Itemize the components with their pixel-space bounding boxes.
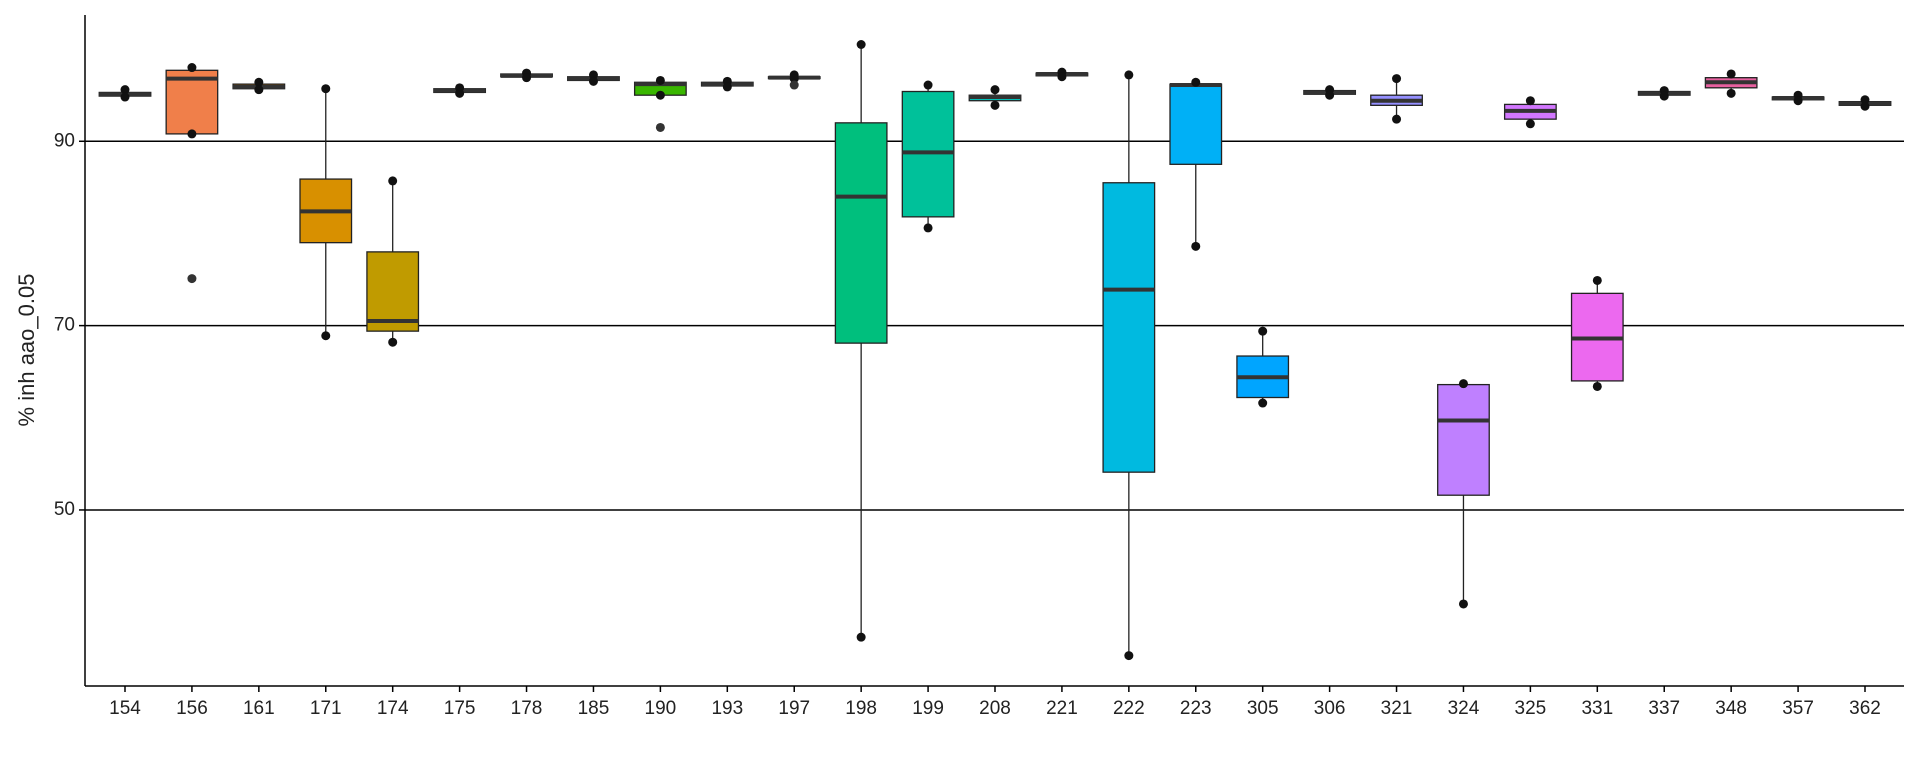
max-point	[588, 70, 598, 80]
x-tick-label: 325	[1515, 698, 1547, 719]
x-tick-label: 208	[979, 698, 1011, 719]
min-point	[990, 100, 1000, 110]
box	[834, 122, 888, 344]
max-point	[1191, 77, 1201, 87]
min-point	[1325, 90, 1335, 100]
min-point	[789, 74, 799, 84]
outlier	[187, 274, 197, 284]
x-tick-label: 222	[1113, 698, 1145, 719]
min-point	[588, 76, 598, 86]
y-tick-label: 90	[54, 130, 75, 151]
min-point	[455, 88, 465, 98]
x-tick-label: 337	[1648, 698, 1680, 719]
x-tick-label: 161	[243, 698, 275, 719]
min-point	[388, 337, 398, 347]
min-point	[187, 129, 197, 139]
y-axis-title: % inh aao_0.05	[14, 274, 39, 427]
outlier	[655, 122, 665, 132]
min-point	[1258, 398, 1268, 408]
max-point	[1458, 379, 1468, 389]
max-point	[655, 75, 665, 85]
max-point	[1525, 96, 1535, 106]
min-point	[1057, 72, 1067, 82]
min-point	[321, 331, 331, 341]
max-point	[187, 63, 197, 73]
min-point	[1726, 88, 1736, 98]
x-tick-label: 178	[511, 698, 543, 719]
max-point	[321, 84, 331, 94]
min-point	[1458, 599, 1468, 609]
x-tick-label: 198	[845, 698, 877, 719]
x-tick-label: 348	[1715, 698, 1747, 719]
y-tick-label: 70	[54, 315, 75, 336]
max-point	[1592, 275, 1602, 285]
y-tick-label: 50	[54, 499, 75, 520]
x-tick-label: 221	[1046, 698, 1078, 719]
x-tick-label: 199	[912, 698, 944, 719]
x-tick-label: 223	[1180, 698, 1212, 719]
x-tick-label: 331	[1581, 698, 1613, 719]
max-point	[1860, 95, 1870, 105]
min-point	[1793, 96, 1803, 106]
max-point	[120, 85, 130, 95]
min-point	[120, 92, 130, 102]
box	[1102, 182, 1156, 473]
x-tick-label: 362	[1849, 698, 1881, 719]
min-point	[254, 85, 264, 95]
min-point	[1525, 119, 1535, 129]
outlier	[789, 80, 799, 90]
min-point	[722, 82, 732, 92]
min-point	[1592, 381, 1602, 391]
min-point	[1392, 114, 1402, 124]
x-tick-label: 321	[1381, 698, 1413, 719]
min-point	[1191, 241, 1201, 251]
max-point	[856, 39, 866, 49]
x-tick-label: 185	[578, 698, 610, 719]
max-point	[1124, 70, 1134, 80]
min-point	[655, 90, 665, 100]
max-point	[1258, 326, 1268, 336]
max-point	[923, 80, 933, 90]
x-tick-label: 324	[1448, 698, 1480, 719]
max-point	[990, 85, 1000, 95]
max-point	[1726, 69, 1736, 79]
min-point	[1659, 91, 1669, 101]
x-tick-label: 156	[176, 698, 208, 719]
max-point	[388, 176, 398, 186]
min-point	[1860, 101, 1870, 111]
box	[1169, 83, 1223, 165]
x-tick-label: 193	[711, 698, 743, 719]
x-tick-label: 154	[109, 698, 141, 719]
x-tick-label: 190	[645, 698, 677, 719]
min-point	[522, 73, 532, 83]
x-tick-label: 175	[444, 698, 476, 719]
x-tick-label: 306	[1314, 698, 1346, 719]
min-point	[923, 223, 933, 233]
x-tick-label: 305	[1247, 698, 1279, 719]
box	[1437, 383, 1490, 496]
max-point	[254, 77, 264, 87]
min-point	[856, 632, 866, 642]
max-point	[1392, 74, 1402, 84]
x-tick-label: 357	[1782, 698, 1814, 719]
x-tick-label: 197	[778, 698, 810, 719]
min-point	[1124, 651, 1134, 661]
x-tick-label: 171	[310, 698, 342, 719]
x-tick-label: 174	[377, 698, 409, 719]
box	[366, 251, 420, 332]
